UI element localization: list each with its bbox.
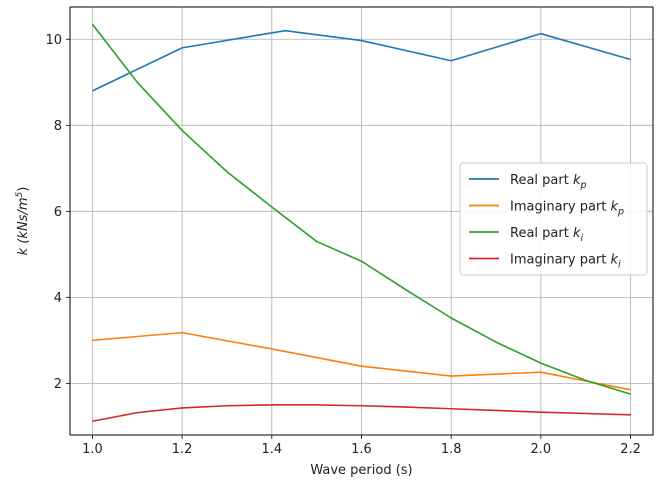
x-tick-label: 2.0 [531,442,552,457]
x-tick-label: 1.6 [351,442,372,457]
y-axis-label: k (kNs/m5) [15,187,31,256]
y-axis-label-sup: 5 [15,192,25,198]
y-tick-label: 4 [54,291,62,306]
y-axis-label-unit: kNs/m [16,198,31,239]
x-tick-label: 1.8 [441,442,462,457]
series-group [91,23,631,423]
legend-entry: Real part kp [510,173,587,191]
x-tick-label: 1.2 [172,442,193,457]
series-line-4 [92,404,631,423]
y-tick-label: 2 [54,377,62,392]
y-axis-label-suffix: ) [16,187,31,192]
y-tick-label: 6 [54,205,62,220]
x-axis-label: Wave period (s) [310,463,412,478]
legend: Real part kp Imaginary part kp Real part k… [459,162,648,276]
x-tick-label: 1.0 [82,442,103,457]
legend-entry: Imaginary part kp [510,200,624,218]
y-axis-label-prefix: k ( [16,238,31,256]
x-tick-label: 1.4 [261,442,282,457]
x-axis-ticks: 1.0 1.2 1.4 1.6 1.8 2.0 2.2 [82,435,641,457]
series-line-3 [91,23,631,395]
legend-entry: Imaginary part ki [510,253,621,271]
x-tick-label: 2.2 [620,442,641,457]
series-line-2 [92,331,631,391]
y-tick-label: 8 [54,119,62,134]
y-tick-label: 10 [45,33,62,48]
legend-box [459,162,648,276]
y-axis-ticks: 2 4 6 8 10 [45,33,70,392]
legend-entry: Real part ki [510,226,583,244]
series-line-1 [92,29,631,92]
